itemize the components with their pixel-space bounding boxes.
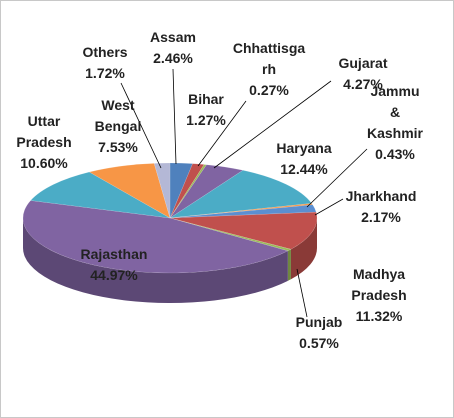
category-label: West Bengal [94,97,142,134]
slice-top [169,217,292,252]
slice-top [153,162,171,219]
value-label: 4.27% [343,76,383,92]
value-label: 44.97% [90,267,138,283]
value-label: 2.17% [361,209,401,225]
pie-slice [169,169,313,219]
leader-line [314,198,344,216]
category-label: Bihar [188,91,224,107]
value-label: 0.27% [249,82,289,98]
pie-slice [30,171,171,219]
pie-slice [169,211,318,280]
category-label: Rajasthan [80,246,148,262]
value-label: 10.60% [20,155,68,171]
leader-line [296,268,308,318]
category-label: Gujarat [338,55,388,71]
slice-side [290,218,317,280]
leader-line [306,148,368,208]
pie-slice [169,164,244,219]
category-label: Jharkhand [345,188,417,204]
slice-top [169,162,193,219]
slice-top [30,171,171,219]
slice-top [169,203,314,219]
category-label: Others [82,44,128,60]
value-label: 1.27% [186,112,226,128]
data-label: Assam 2.46% [138,27,208,69]
value-label: 0.57% [299,335,339,351]
pie-slice [169,163,205,219]
leader-line [172,68,177,165]
data-label: Uttar Pradesh 10.60% [4,111,84,174]
category-label: Uttar Pradesh [16,113,72,150]
category-label: Chhattisgarh [232,40,306,77]
slice-top [169,164,244,219]
slice-top [169,169,313,219]
pie-slice [169,217,292,281]
value-label: 12.44% [280,161,328,177]
data-label: Bihar 1.27% [176,89,236,131]
value-label: 11.32% [355,308,403,324]
data-label: Punjab 0.57% [284,312,354,354]
data-label: Chhattisgarh 0.27% [232,38,307,101]
data-label: Rajasthan 44.97% [69,244,159,286]
pie-slice [169,164,207,219]
value-label: 7.53% [98,139,138,155]
pie-slice [153,162,171,219]
data-label: West Bengal 7.53% [88,95,148,158]
pie-slice [169,162,193,219]
data-label: Jammu & Kashmir 0.43% [365,81,425,165]
value-label: 1.72% [85,65,125,81]
value-label: 0.43% [375,146,415,162]
data-label: Madhya Pradesh 11.32% [334,264,424,327]
category-label: Madhya Pradesh [351,266,407,303]
leader-line [213,80,332,169]
slice-top [169,164,207,219]
pie-slice [169,204,317,219]
slice-top [169,204,317,219]
slice-side [22,218,288,304]
slice-top [169,163,205,219]
leader-line [120,82,162,169]
leader-line [197,100,247,167]
pie-slice [169,203,314,219]
data-label: Others 1.72% [75,42,135,84]
value-label: 2.46% [153,50,193,66]
pie-slice [22,200,289,304]
data-label: Gujarat 4.27% [328,53,398,95]
category-label: Assam [150,29,196,45]
slice-side [287,249,291,281]
slice-top [88,163,171,219]
category-label: Jammu & Kashmir [366,83,424,141]
category-label: Punjab [295,314,343,330]
data-label: Haryana 12.44% [269,138,339,180]
category-label: Haryana [276,140,332,156]
slice-top [22,200,289,274]
pie-slice [88,163,171,219]
data-label: Jharkhand 2.17% [341,186,421,228]
